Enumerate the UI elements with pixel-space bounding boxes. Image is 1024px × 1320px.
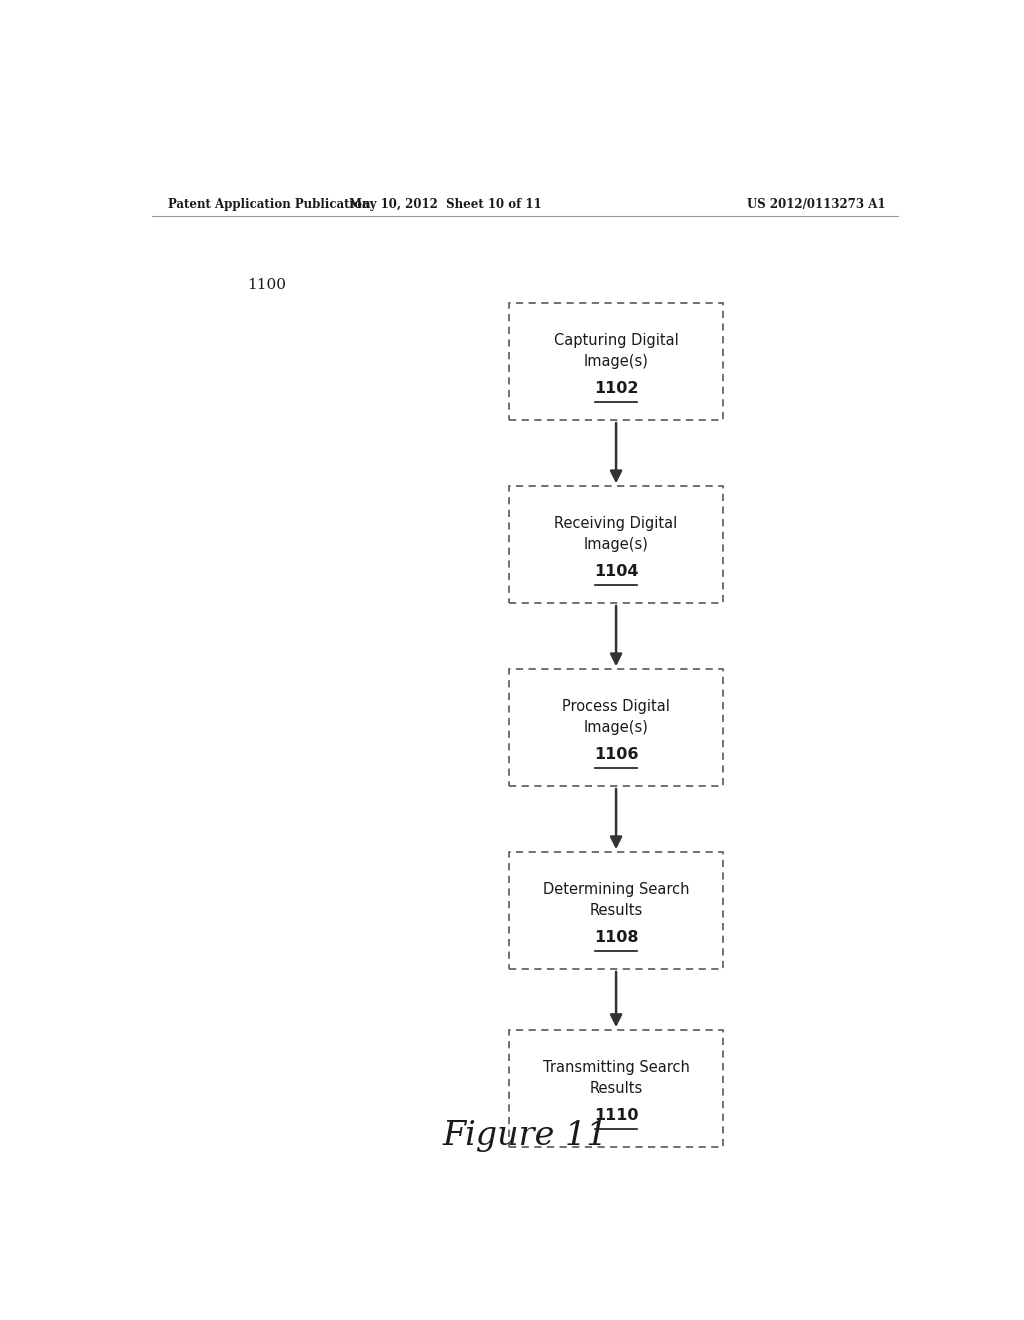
Bar: [509, 853, 723, 969]
Text: 1106: 1106: [594, 747, 638, 762]
Bar: [509, 304, 723, 420]
Text: 1100: 1100: [247, 279, 286, 293]
Text: 1108: 1108: [594, 929, 638, 945]
Bar: [509, 1030, 723, 1147]
Text: Image(s): Image(s): [584, 354, 648, 370]
Text: 1104: 1104: [594, 564, 638, 579]
Text: Figure 11: Figure 11: [442, 1121, 607, 1152]
Text: 1102: 1102: [594, 381, 638, 396]
Bar: [509, 669, 723, 785]
Text: Patent Application Publication: Patent Application Publication: [168, 198, 371, 211]
Text: Determining Search: Determining Search: [543, 882, 689, 898]
Text: US 2012/0113273 A1: US 2012/0113273 A1: [748, 198, 886, 211]
Text: May 10, 2012  Sheet 10 of 11: May 10, 2012 Sheet 10 of 11: [349, 198, 542, 211]
Text: Results: Results: [590, 1081, 643, 1096]
Text: Transmitting Search: Transmitting Search: [543, 1060, 689, 1074]
Text: Image(s): Image(s): [584, 537, 648, 552]
Text: Results: Results: [590, 903, 643, 917]
Text: 1110: 1110: [594, 1107, 638, 1123]
Text: Receiving Digital: Receiving Digital: [554, 516, 678, 531]
Bar: [509, 486, 723, 603]
Text: Capturing Digital: Capturing Digital: [554, 333, 679, 348]
Text: Image(s): Image(s): [584, 721, 648, 735]
Text: Process Digital: Process Digital: [562, 700, 670, 714]
